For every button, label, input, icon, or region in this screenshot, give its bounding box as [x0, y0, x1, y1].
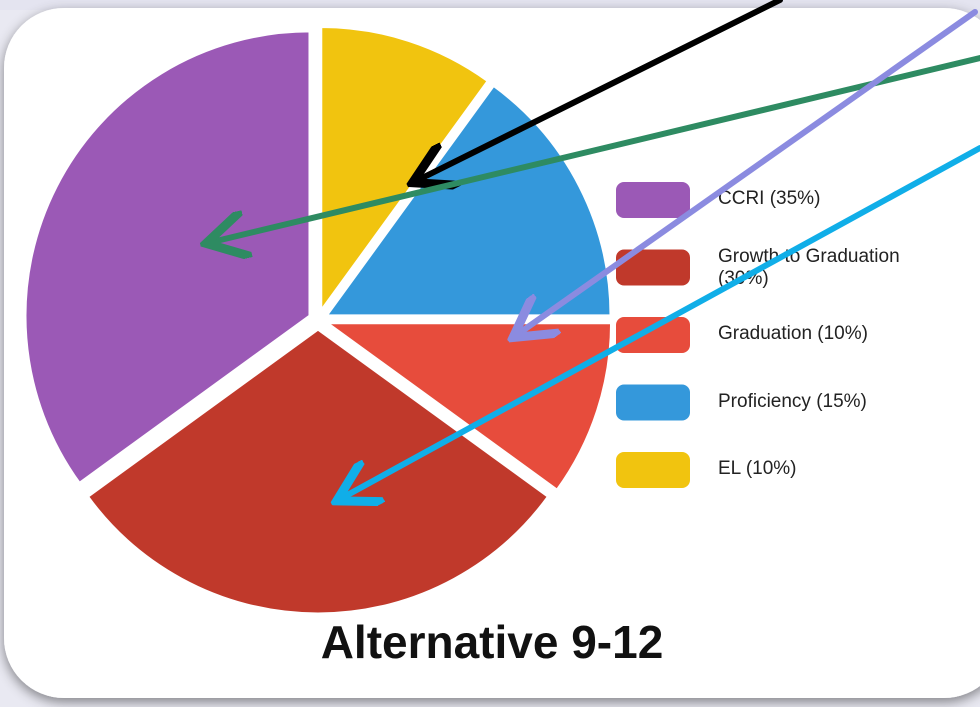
arrow: [342, 145, 980, 498]
pie-slice: [321, 321, 614, 493]
legend-entry: Proficiency (15%): [718, 390, 867, 412]
legend: CCRI (35%) Growth to Graduation (30%) Grad…: [616, 182, 900, 488]
legend-label: CCRI (35%): [718, 188, 821, 209]
legend-swatch: [616, 452, 690, 488]
legend-label: Growth to Graduation (30%): [718, 245, 900, 289]
legend-entry: EL (10%): [718, 458, 797, 479]
legend-label: Graduation (10%): [718, 323, 868, 344]
legend-swatch: [616, 317, 690, 353]
top-strip: [0, 0, 980, 10]
annotation-arrows: [212, 0, 980, 498]
legend-swatch: [616, 182, 690, 218]
legend-entry: CCRI (35%): [718, 188, 821, 209]
arrow: [418, 0, 783, 180]
chart-title: Alternative 9-12: [321, 616, 664, 668]
legend-label: Proficiency (15%): [718, 390, 867, 412]
legend-swatch: [616, 384, 690, 421]
arrow: [518, 9, 978, 334]
pie-slice: [23, 29, 312, 486]
pie-slice: [323, 83, 613, 318]
legend-entry: Graduation (10%): [718, 323, 868, 344]
arrow: [212, 55, 980, 242]
pie-slice: [85, 327, 551, 616]
legend-label: EL (10%): [718, 458, 797, 479]
legend-swatch: [616, 249, 690, 286]
